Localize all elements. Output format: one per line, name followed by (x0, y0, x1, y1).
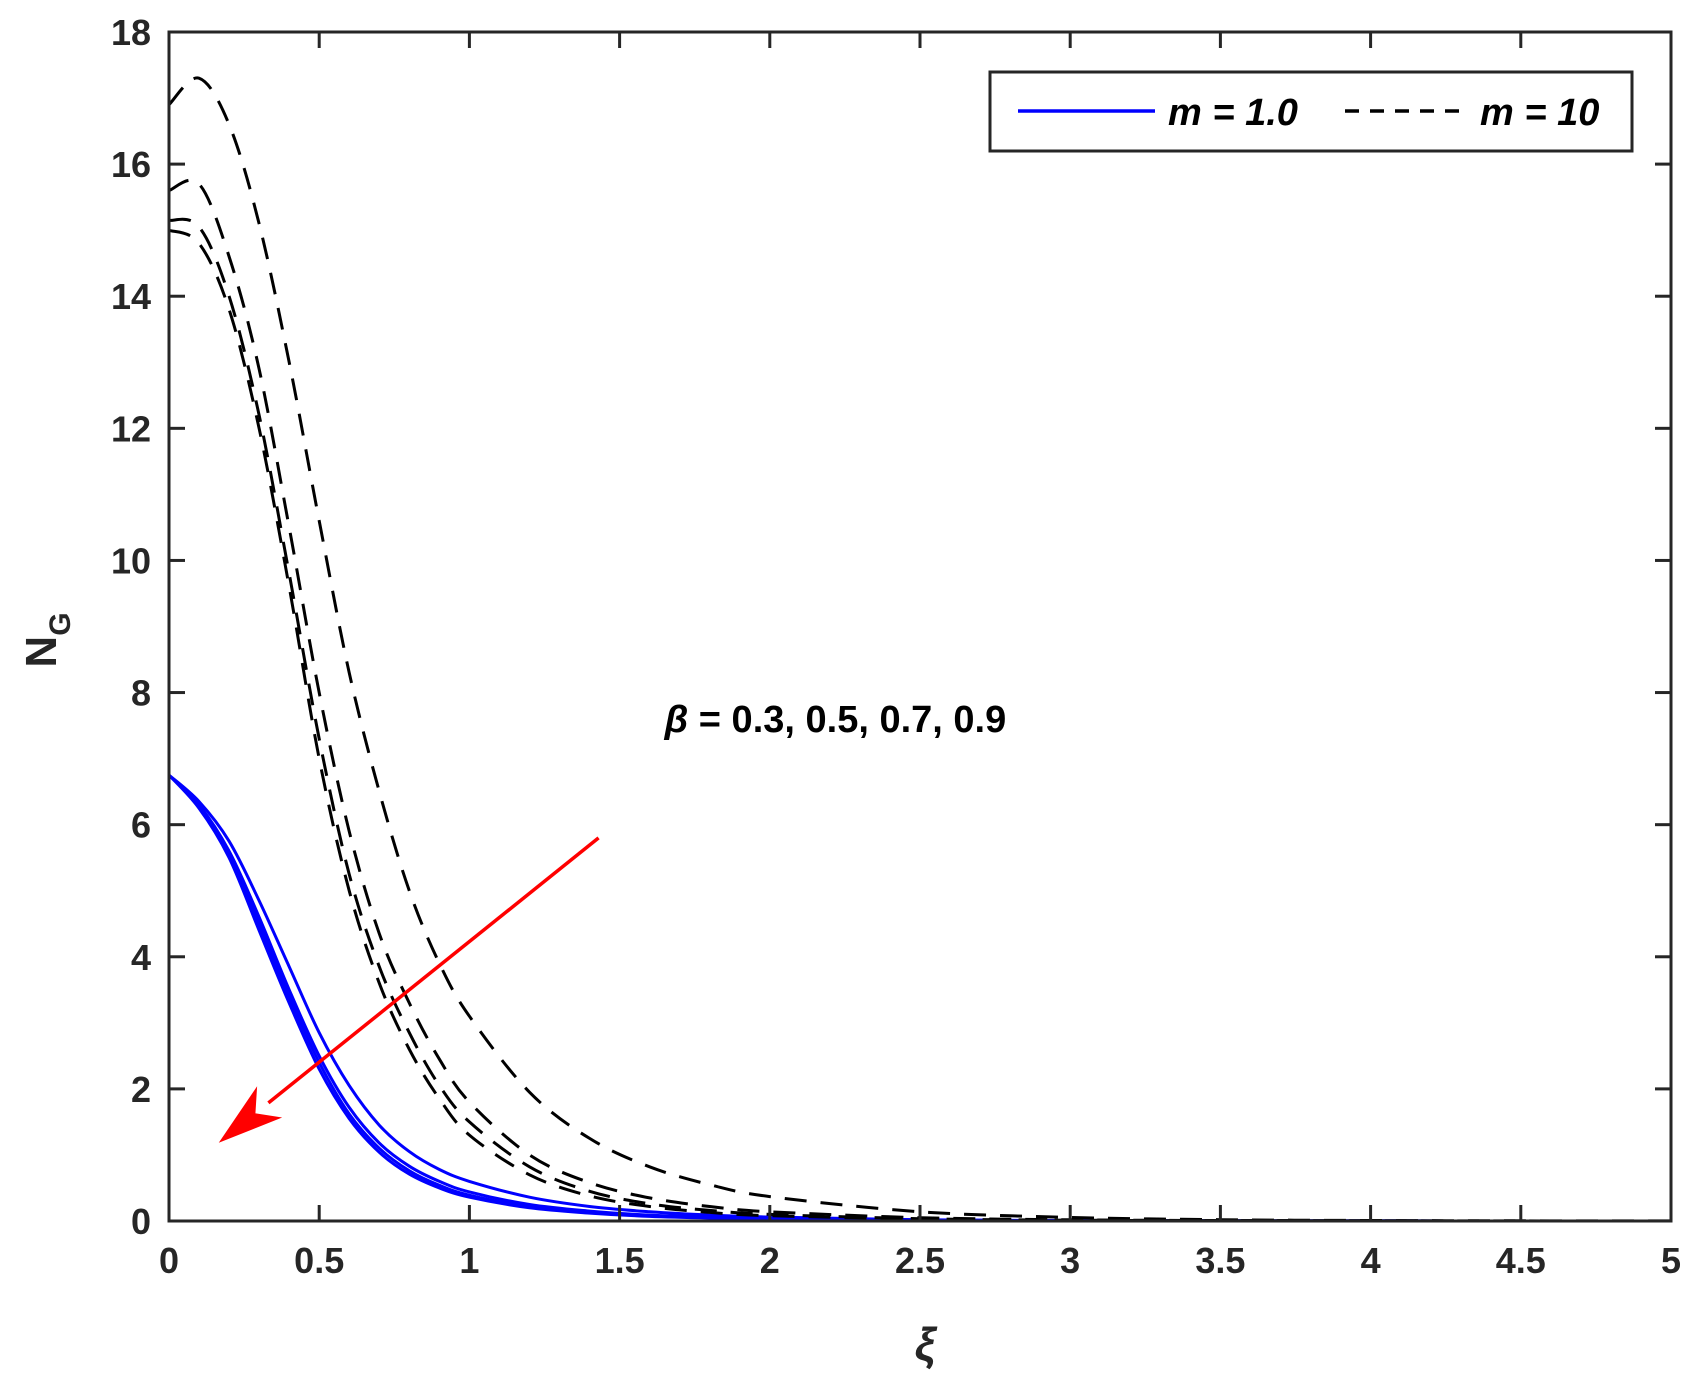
svg-text:NG: NG (17, 612, 77, 667)
y-tick-label: 10 (111, 540, 151, 581)
ticks-layer: 0 0.5 1 1.5 2 2.5 3 3.5 4 4.5 5 0 2 4 6 8 10 12 14 16 18 (111, 12, 1681, 1281)
x-tick-label: 3 (1060, 1240, 1080, 1281)
y-tick-label: 14 (111, 276, 151, 317)
x-tick-label: 1 (459, 1240, 479, 1281)
y-tick-label: 6 (131, 805, 151, 846)
y-tick-label: 18 (111, 12, 151, 53)
x-tick-label: 4 (1361, 1240, 1381, 1281)
legend-label-m10: m = 10 (1480, 92, 1599, 134)
beta-symbol: β (664, 699, 689, 741)
y-tick-label: 16 (111, 144, 151, 185)
y-axis-label: NG (17, 612, 77, 667)
x-tick-label: 1.5 (595, 1240, 645, 1281)
y-tick-label: 2 (131, 1069, 151, 1110)
legend-label-m1: m = 1.0 (1168, 92, 1298, 134)
annotation-arrow (218, 836, 600, 1143)
x-axis-label: ξ (915, 1318, 938, 1370)
x-tick-label: 3.5 (1195, 1240, 1245, 1281)
arrow-shaft (267, 836, 600, 1105)
y-tick-label: 12 (111, 408, 151, 449)
x-tick-label: 0.5 (294, 1240, 344, 1281)
y-axis-label-main: N (17, 636, 66, 668)
x-tick-label: 0 (159, 1240, 179, 1281)
beta-annotation: β = 0.3, 0.5, 0.7, 0.9 (664, 699, 1007, 741)
y-tick-label: 0 (131, 1201, 151, 1242)
x-tick-label: 5 (1661, 1240, 1681, 1281)
legend: m = 1.0 m = 10 (988, 70, 1634, 153)
y-tick-label: 4 (131, 937, 151, 978)
arrow-head (218, 1086, 283, 1143)
x-tick-label: 4.5 (1496, 1240, 1546, 1281)
beta-values: = 0.3, 0.5, 0.7, 0.9 (688, 699, 1006, 741)
y-axis-label-sub: G (44, 612, 77, 635)
y-tick-label: 8 (131, 673, 151, 714)
x-tick-label: 2.5 (895, 1240, 945, 1281)
x-tick-label: 2 (760, 1240, 780, 1281)
